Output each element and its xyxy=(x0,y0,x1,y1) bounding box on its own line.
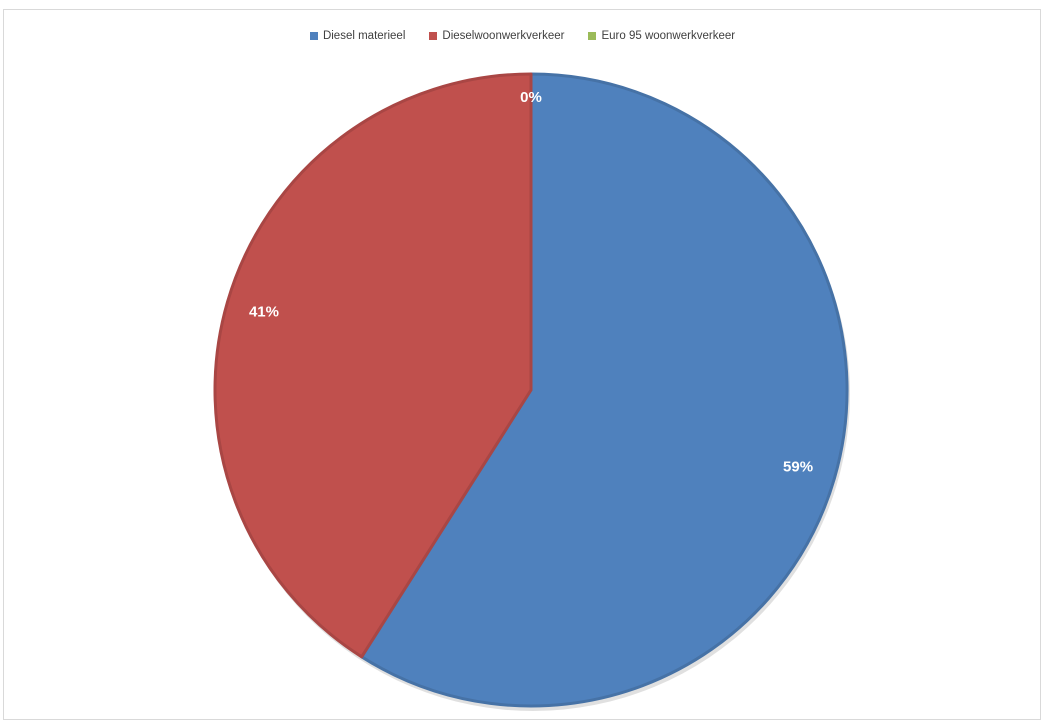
legend: Diesel materieel Dieselwoonwerkverkeer E… xyxy=(0,30,1045,42)
legend-swatch-euro95-woonwerkverkeer xyxy=(588,32,597,40)
legend-label-diesel-woonwerkverkeer: Dieselwoonwerkverkeer xyxy=(442,30,565,42)
legend-item-diesel-woonwerkverkeer: Dieselwoonwerkverkeer xyxy=(429,30,564,42)
data-label-diesel-materieel: 59% xyxy=(783,459,813,476)
legend-label-euro95-woonwerkverkeer: Euro 95 woonwerkverkeer xyxy=(601,30,736,42)
legend-swatch-diesel-materieel xyxy=(309,32,318,40)
legend-swatch-diesel-woonwerkverkeer xyxy=(429,32,438,40)
pie-slice-diesel-woonwerkverkeer xyxy=(213,72,533,659)
legend-item-diesel-materieel: Diesel materieel xyxy=(309,30,406,42)
legend-item-euro95-woonwerkverkeer: Euro 95 woonwerkverkeer xyxy=(588,30,735,42)
data-label-euro95-woonwerkverkeer: 0% xyxy=(520,89,542,106)
data-label-diesel-woonwerkverkeer: 41% xyxy=(249,303,279,320)
legend-label-diesel-materieel: Diesel materieel xyxy=(322,30,406,42)
pie-slice-diesel-materieel xyxy=(360,72,849,708)
